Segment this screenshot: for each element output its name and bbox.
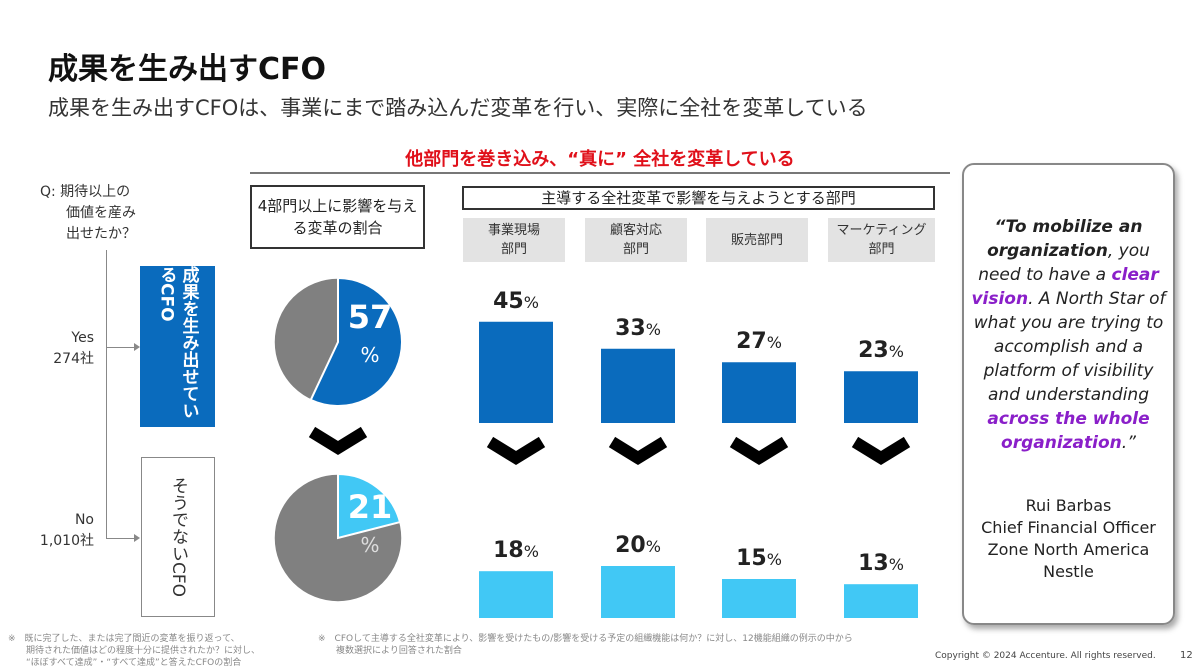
quote-highlight: across the whole organization — [987, 409, 1150, 453]
bar-value-label: 45% — [466, 289, 566, 314]
chevron-down-icon — [308, 426, 368, 456]
bar-title: 主導する全社変革で影響を与えようとする部門 — [462, 186, 935, 210]
bar-unit: % — [523, 292, 539, 312]
question: Q: 期待以上の 価値を産み 出せたか？ — [40, 182, 136, 245]
pie-unit: % — [360, 343, 380, 367]
yes-label: Yes 274社 — [14, 328, 94, 370]
quote-part: organization — [987, 241, 1108, 261]
quote-card: “To mobilize an organization, you need t… — [962, 163, 1175, 625]
chevron-down-icon — [608, 436, 668, 466]
chart-area — [273, 276, 918, 618]
pie-value-label: 21% — [342, 490, 398, 562]
bar — [722, 362, 796, 423]
category-label: 事業現場 部門 — [463, 218, 565, 262]
category-label: 顧客対応 部門 — [585, 218, 687, 262]
bar-value-label: 18% — [466, 538, 566, 563]
pie-slice-value — [309, 276, 403, 407]
pie-unit: % — [360, 533, 380, 557]
bar-unit: % — [645, 537, 661, 556]
footnote-2: ※ CFOして主導する全社変革により、影響を受けたもの/影響を受ける予定の組織機… — [318, 634, 853, 656]
bar — [479, 571, 553, 618]
quote-part: , you need to have a — [978, 241, 1150, 285]
question-line: 出せたか？ — [66, 226, 136, 242]
bar-value: 27 — [736, 329, 767, 355]
pie-value: 21 — [347, 488, 393, 526]
bar — [722, 579, 796, 618]
bar-value-label: 13% — [831, 551, 931, 576]
pie-title: 4部門以上に影響を与える変革の割合 — [250, 185, 425, 249]
page-title: 成果を生み出すCFO — [48, 52, 327, 87]
tree-line — [106, 250, 107, 539]
author-company: Nestle — [1043, 562, 1094, 581]
category-label: 販売部門 — [706, 218, 808, 262]
tree-branch-yes — [106, 347, 138, 348]
bar-value: 20 — [615, 533, 646, 558]
quote-text: “To mobilize an organization, you need t… — [964, 215, 1173, 455]
bar — [844, 371, 918, 423]
question-line: Q: 期待以上の — [40, 184, 131, 200]
question-line: 価値を産み — [66, 205, 136, 221]
tree-branch-no — [106, 538, 138, 539]
bar-value-label: 20% — [588, 533, 688, 558]
yes-group-box: 成果を生み出せているCFO — [140, 266, 215, 427]
bar-unit: % — [888, 342, 904, 362]
bar-value: 23 — [858, 338, 889, 364]
no-count: 1,010社 — [39, 533, 94, 549]
page-number: 12 — [1180, 650, 1193, 661]
quote-part: . A North Star of what you are trying to… — [973, 289, 1166, 405]
author-region: Zone North America — [987, 540, 1150, 559]
bar — [601, 566, 675, 618]
banner-heading: 他部門を巻き込み、“真に” 全社を変革している — [405, 149, 795, 170]
bar-unit: % — [645, 319, 661, 339]
bar-value: 18 — [493, 538, 524, 564]
no-label: No 1,010社 — [14, 510, 94, 552]
arrow-icon — [134, 534, 140, 542]
arrow-icon — [134, 343, 140, 351]
bar-value-label: 15% — [709, 546, 809, 571]
copyright: Copyright © 2024 Accenture. All rights r… — [935, 651, 1156, 661]
author-name: Rui Barbas — [1025, 496, 1112, 515]
bar-value-label: 23% — [831, 338, 931, 363]
author-role: Chief Financial Officer — [981, 518, 1156, 537]
bar-value: 13 — [858, 551, 889, 577]
page-subtitle: 成果を生み出すCFOは、事業にまで踏み込んだ変革を行い、実際に全社を変革している — [48, 96, 868, 120]
pie-value: 57 — [347, 298, 393, 336]
quote-part: .” — [1121, 433, 1136, 453]
pie-value-label: 57% — [342, 300, 398, 372]
bar — [479, 321, 553, 423]
yes-text: Yes — [71, 330, 94, 346]
bar-value-label: 27% — [709, 329, 809, 354]
bar-value: 15 — [736, 546, 767, 571]
bar-unit: % — [766, 333, 782, 353]
pie-slice-value — [337, 472, 402, 540]
no-group-box: そうでないCFO — [141, 457, 215, 617]
yes-count: 274社 — [53, 351, 94, 367]
bar-value: 45 — [493, 288, 524, 314]
quote-highlight: clear vision — [971, 265, 1159, 309]
quote-part: “To mobilize an — [994, 217, 1143, 237]
banner-divider — [250, 172, 950, 174]
bar-unit: % — [888, 555, 904, 575]
bar-unit: % — [766, 550, 782, 569]
footnote-1: ※ 既に完了した、または完了間近の変革を振り返って、 期待された価値はどの程度十… — [8, 634, 261, 668]
bar — [601, 348, 675, 423]
no-text: No — [74, 512, 94, 528]
chevron-down-icon — [486, 436, 546, 466]
bar — [844, 584, 918, 618]
bar-value: 33 — [615, 315, 646, 341]
category-label: マーケティング 部門 — [828, 218, 935, 262]
chevron-down-icon — [851, 436, 911, 466]
bar-value-label: 33% — [588, 316, 688, 341]
quote-author: Rui Barbas Chief Financial Officer Zone … — [964, 495, 1173, 583]
chevron-down-icon — [729, 436, 789, 466]
bar-unit: % — [523, 542, 539, 562]
